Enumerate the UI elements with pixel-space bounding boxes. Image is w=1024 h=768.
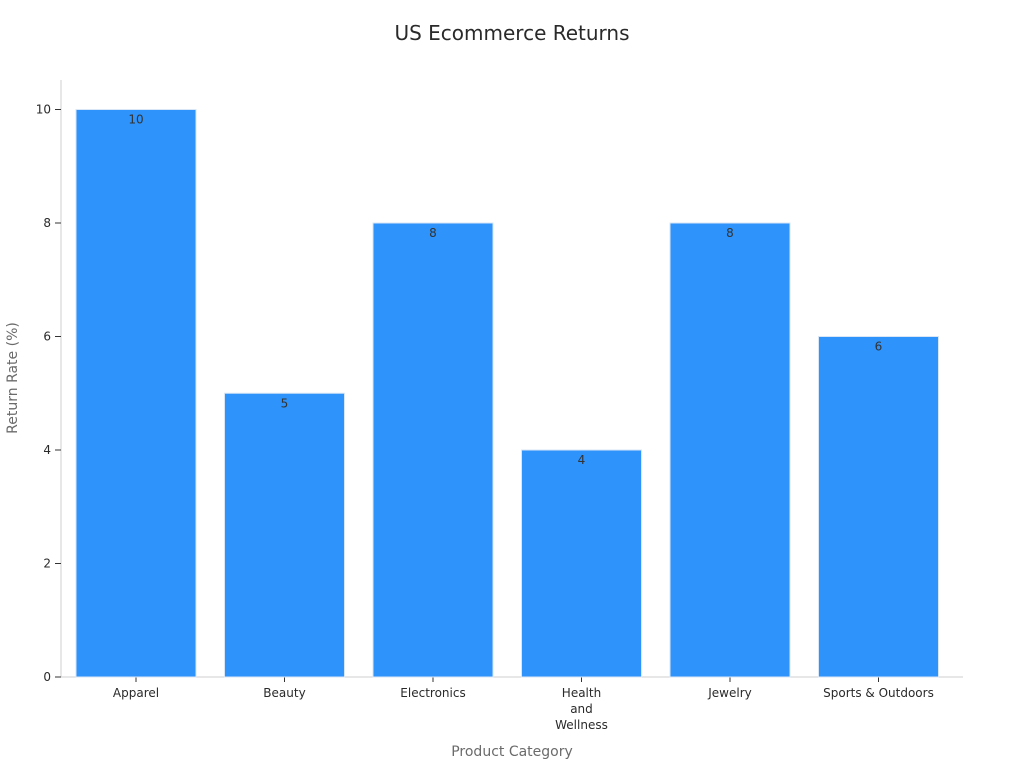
x-tick-label: Jewelry: [707, 686, 752, 700]
chart-title: US Ecommerce Returns: [394, 21, 629, 45]
x-axis-label: Product Category: [451, 744, 573, 760]
bar-value-label: 5: [281, 396, 289, 410]
bar: [372, 222, 494, 678]
y-tick-label: 4: [43, 443, 51, 457]
y-axis: 0 2 4 6 8 10: [36, 80, 62, 684]
bar-value-label: 8: [726, 226, 734, 240]
y-axis-label: Return Rate (%): [5, 322, 21, 434]
x-tick-label: Health and Wellness: [555, 686, 608, 732]
y-tick-label: 6: [43, 330, 51, 344]
bar-value-label: 8: [429, 226, 437, 240]
bar-value-label: 6: [875, 340, 883, 354]
x-tick-label: Sports & Outdoors: [823, 686, 934, 700]
bar-series: [75, 109, 939, 678]
x-axis: Apparel Beauty Electronics Health and Wellnes…: [61, 676, 963, 732]
bar: [75, 109, 197, 678]
x-tick-label: Beauty: [263, 686, 305, 700]
y-tick-label: 0: [43, 670, 51, 684]
bar-value-label: 4: [578, 453, 586, 467]
x-tick-label: Apparel: [113, 686, 159, 700]
y-tick-label: 8: [43, 216, 51, 230]
bar: [521, 449, 642, 678]
x-tick-label: Electronics: [400, 686, 465, 700]
bar: [224, 392, 345, 678]
bar-value-label: 10: [128, 113, 143, 127]
y-tick-label: 10: [36, 103, 51, 117]
bar: [818, 336, 939, 678]
bar: [669, 222, 791, 678]
data-labels: 10 5 8 4 8 6: [128, 113, 882, 468]
y-tick-label: 2: [43, 557, 51, 571]
